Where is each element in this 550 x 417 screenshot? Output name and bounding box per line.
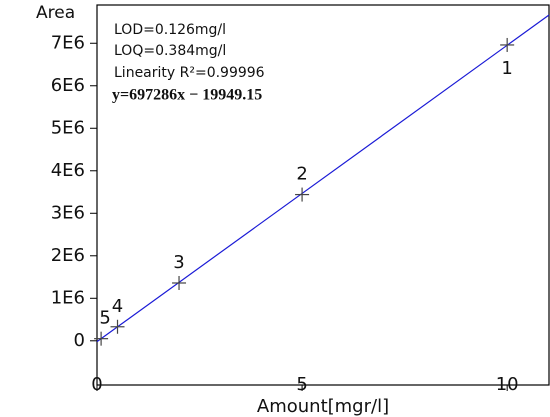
y-tick-label: 4E6 [51,160,85,181]
point-label: 1 [501,58,512,79]
data-point [94,331,109,346]
point-label: 2 [296,164,307,185]
plot-frame [96,4,550,386]
y-tick-label: 2E6 [51,245,85,266]
annotation: LOQ=0.384mg/l [114,43,226,59]
y-tick-label: 0 [74,330,85,351]
annotation: Linearity R²=0.99996 [114,65,265,81]
x-tick-label: 10 [496,374,519,395]
x-axis-label: Amount[mgr/l] [257,396,389,417]
x-tick-label: 0 [91,374,102,395]
y-tick-label: 3E6 [51,202,85,223]
point-label: 4 [112,296,123,317]
y-tick-label: 5E6 [51,117,85,138]
data-point [110,319,125,334]
y-tick-label: 1E6 [51,287,85,308]
y-axis-label: Area [36,3,75,23]
point-label: 5 [99,308,110,329]
data-point [500,37,515,52]
annotation: y=697286x − 19949.15 [112,87,262,104]
x-tick-label: 5 [296,374,307,395]
y-tick-label: 6E6 [51,75,85,96]
data-point [172,275,187,290]
annotation: LOD=0.126mg/l [114,22,226,38]
point-label: 3 [173,252,184,273]
y-tick-label: 7E6 [51,32,85,53]
data-point [295,187,310,202]
fit-line [96,14,550,343]
